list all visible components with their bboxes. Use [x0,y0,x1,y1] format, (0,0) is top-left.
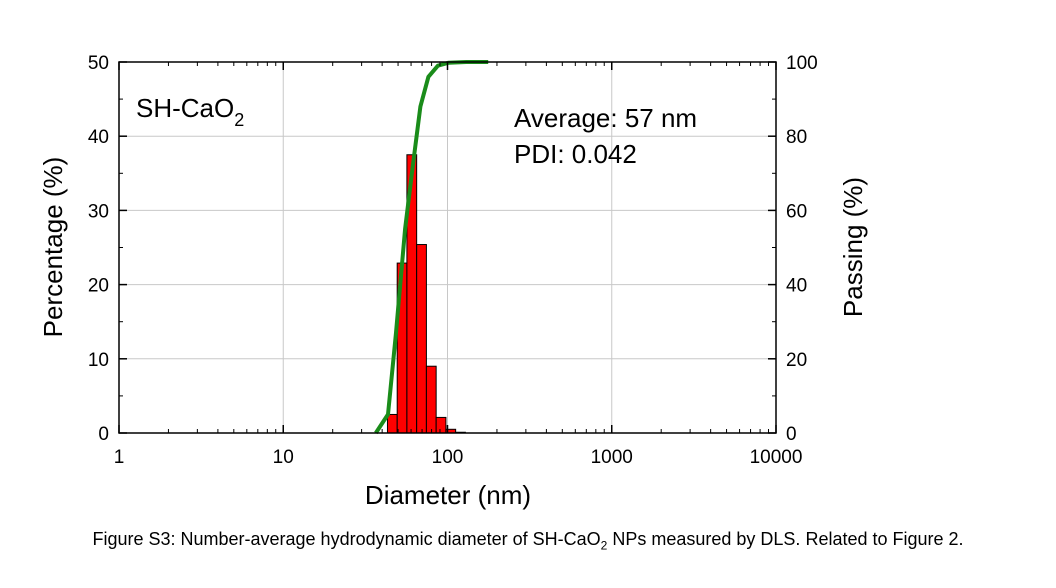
x-tick-label: 1000 [591,447,633,468]
caption-subscript: 2 [600,538,608,553]
left-y-tick-label: 20 [88,276,109,297]
histogram-bar [416,244,427,434]
left-y-tick-label: 0 [98,424,109,445]
left-y-tick-label: 40 [88,127,109,148]
sample-name-subscript: 2 [234,110,244,130]
figure-caption: Figure S3: Number-average hydrodynamic d… [0,529,1056,553]
histogram-bar [435,416,447,434]
left-y-tick-label: 10 [88,350,109,371]
left-y-axis-title: Percentage (%) [38,157,68,338]
right-y-tick-label: 20 [786,350,807,371]
right-y-tick-label: 80 [786,127,807,148]
left-y-tick-label: 30 [88,201,109,222]
right-y-tick-label: 60 [786,201,807,222]
left-y-tick-label: 50 [88,53,109,74]
average-annotation: Average: 57 nm [514,103,697,133]
x-tick-label: 1 [114,447,125,468]
pdi-annotation: PDI: 0.042 [514,139,637,169]
caption-text-end: NPs measured by DLS. Related to Figure 2… [607,529,964,549]
histogram-bar [425,365,437,434]
right-y-axis-title: Passing (%) [838,177,868,317]
x-axis-title: Diameter (nm) [365,480,531,510]
right-y-tick-label: 100 [786,53,818,74]
caption-text: Figure S3: Number-average hydrodynamic d… [92,529,601,549]
axis-ticks [118,61,777,434]
sample-name-annotation: SH-CaO2 [136,93,244,130]
x-tick-label: 100 [432,447,464,468]
x-tick-label: 10 [273,447,294,468]
right-y-tick-label: 0 [786,424,797,445]
x-tick-label: 10000 [750,447,803,468]
histogram-bar [386,413,398,434]
right-y-tick-label: 40 [786,276,807,297]
sample-name-text: SH-CaO [136,93,234,123]
